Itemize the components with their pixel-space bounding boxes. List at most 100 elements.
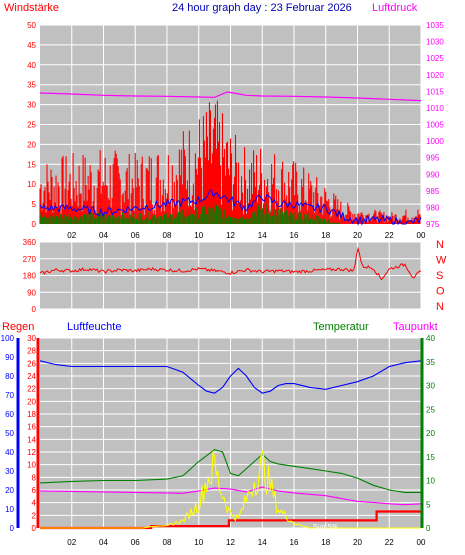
humidity-tick-label: 50 bbox=[5, 429, 14, 438]
wind-tick-label: 15 bbox=[27, 160, 36, 169]
pressure-tick-label: 1035 bbox=[426, 21, 444, 30]
compass-letter: N bbox=[436, 301, 444, 313]
wind-tick-label: 30 bbox=[27, 101, 36, 110]
rain-line bbox=[40, 510, 421, 530]
pressure-tick-label: 1005 bbox=[426, 121, 444, 130]
x-tick-label-weather: 00 bbox=[417, 538, 426, 547]
pressure-tick-label: 990 bbox=[426, 170, 440, 179]
humidity-tick-label: 0 bbox=[10, 524, 15, 533]
humidity-tick-label: 60 bbox=[5, 410, 14, 419]
direction-tick-label: 360 bbox=[23, 238, 37, 247]
x-tick-label-weather: 04 bbox=[99, 538, 108, 547]
direction-tick-label: 180 bbox=[23, 272, 37, 281]
humidity-tick-label: 10 bbox=[5, 505, 14, 514]
axis-labels: 0202040406060808101012121414161618182020… bbox=[1, 21, 447, 547]
wind-tick-label: 40 bbox=[27, 61, 36, 70]
rain-tick-label: 14 bbox=[27, 435, 36, 444]
dewpoint-line bbox=[39, 486, 422, 506]
pressure-tick-label: 1010 bbox=[426, 104, 444, 113]
temperature-tick-label: 5 bbox=[426, 500, 431, 509]
wind-tick-label: 10 bbox=[27, 180, 36, 189]
temperature-tick-label: 15 bbox=[426, 453, 435, 462]
rain-tick-label: 18 bbox=[27, 410, 36, 419]
rain-tick-label: 22 bbox=[27, 385, 36, 394]
humidity-tick-label: 90 bbox=[5, 353, 14, 362]
wind-tick-label: 20 bbox=[27, 140, 36, 149]
rain-tick-label: 2 bbox=[32, 511, 37, 520]
rain-label: Regen bbox=[2, 321, 34, 333]
rain-tick-label: 4 bbox=[32, 499, 37, 508]
pressure-line bbox=[39, 91, 422, 102]
x-tick-label-wind: 12 bbox=[226, 231, 235, 240]
pressure-tick-label: 1000 bbox=[426, 137, 444, 146]
rain-tick-label: 24 bbox=[27, 372, 36, 381]
rain-tick-label: 28 bbox=[27, 347, 36, 356]
pressure-tick-label: 1030 bbox=[426, 38, 444, 47]
rain-tick-label: 10 bbox=[27, 461, 36, 470]
wind-min-bars bbox=[39, 202, 342, 224]
rain-tick-label: 26 bbox=[27, 359, 36, 368]
compass-letter: O bbox=[436, 286, 445, 298]
humidity-tick-label: 40 bbox=[5, 448, 14, 457]
x-tick-label-weather: 22 bbox=[385, 538, 394, 547]
rain-tick-label: 6 bbox=[32, 486, 37, 495]
pressure-tick-label: 975 bbox=[426, 220, 440, 229]
temperature-tick-label: 25 bbox=[426, 405, 435, 414]
x-tick-label-wind: 14 bbox=[258, 231, 267, 240]
humidity-tick-label: 30 bbox=[5, 467, 14, 476]
wind-tick-label: 0 bbox=[32, 220, 37, 229]
humidity-tick-label: 80 bbox=[5, 372, 14, 381]
pressure-tick-label: 980 bbox=[426, 203, 440, 212]
rain-tick-label: 30 bbox=[27, 334, 36, 343]
x-tick-label-wind: 04 bbox=[99, 231, 108, 240]
x-tick-label-weather: 20 bbox=[353, 538, 362, 547]
x-tick-label-weather: 16 bbox=[290, 538, 299, 547]
pressure-tick-label: 1015 bbox=[426, 87, 444, 96]
x-tick-label-wind: 10 bbox=[194, 231, 203, 240]
temperature-tick-label: 40 bbox=[426, 334, 435, 343]
compass-letter: S bbox=[436, 270, 443, 282]
humidity-tick-label: 20 bbox=[5, 486, 14, 495]
wind-speed-label: Windstärke bbox=[4, 2, 59, 14]
direction-tick-label: 0 bbox=[32, 305, 37, 314]
pressure-tick-label: 1020 bbox=[426, 71, 444, 80]
wind-tick-label: 35 bbox=[27, 81, 36, 90]
temperature-label: Temperatur bbox=[313, 321, 369, 333]
temperature-tick-label: 35 bbox=[426, 358, 435, 367]
x-tick-label-weather: 02 bbox=[67, 538, 76, 547]
temperature-line bbox=[39, 448, 421, 493]
x-tick-label-weather: 08 bbox=[163, 538, 172, 547]
x-tick-label-wind: 18 bbox=[321, 231, 330, 240]
chart-marks bbox=[39, 91, 422, 530]
direction-tick-label: 270 bbox=[23, 255, 37, 264]
pressure-label: Luftdruck bbox=[372, 2, 418, 14]
pressure-tick-label: 985 bbox=[426, 187, 440, 196]
compass-letter: W bbox=[436, 255, 447, 267]
page-title: 24 hour graph day : 23 Februar 2026 bbox=[172, 2, 352, 14]
x-tick-label-weather: 12 bbox=[226, 538, 235, 547]
rain-tick-label: 8 bbox=[32, 473, 37, 482]
x-tick-label-weather: 06 bbox=[131, 538, 140, 547]
humidity-label: Luftfeuchte bbox=[67, 321, 121, 333]
wind-tick-label: 5 bbox=[32, 200, 37, 209]
rain-tick-label: 16 bbox=[27, 423, 36, 432]
humidity-tick-label: 100 bbox=[1, 334, 15, 343]
wind-tick-label: 45 bbox=[27, 41, 36, 50]
dewpoint-label: Taupunkt bbox=[393, 321, 438, 333]
pressure-tick-label: 995 bbox=[426, 154, 440, 163]
pressure-tick-label: 1025 bbox=[426, 54, 444, 63]
compass-letter: N bbox=[436, 239, 444, 251]
rain-tick-label: 0 bbox=[32, 524, 37, 533]
wind-tick-label: 50 bbox=[27, 21, 36, 30]
humidity-tick-label: 70 bbox=[5, 391, 14, 400]
x-tick-label-wind: 06 bbox=[131, 231, 140, 240]
wind-tick-label: 25 bbox=[27, 121, 36, 130]
x-tick-label-wind: 16 bbox=[290, 231, 299, 240]
wind-direction-line bbox=[39, 246, 422, 281]
grid-lines bbox=[40, 24, 422, 529]
wind-average-line bbox=[39, 188, 422, 226]
temperature-tick-label: 0 bbox=[426, 524, 431, 533]
sun-line bbox=[40, 450, 421, 529]
